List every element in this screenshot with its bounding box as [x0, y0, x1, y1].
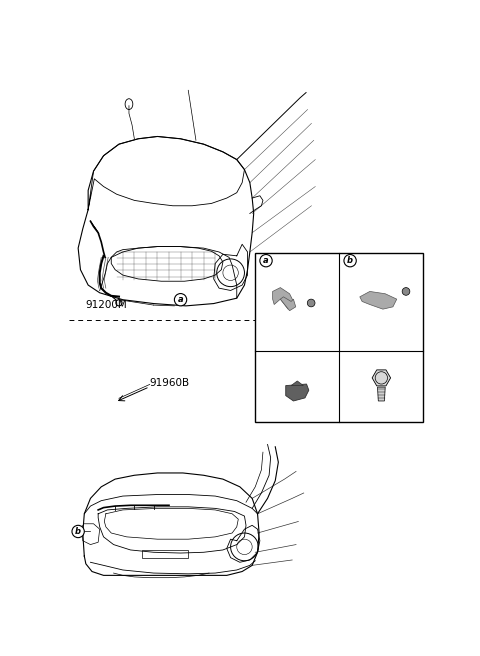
- Polygon shape: [360, 291, 397, 309]
- Circle shape: [260, 255, 272, 267]
- Text: 1141AC: 1141AC: [282, 276, 320, 287]
- Polygon shape: [286, 384, 309, 401]
- Polygon shape: [291, 381, 303, 386]
- Text: b: b: [347, 256, 353, 265]
- Text: a: a: [178, 295, 183, 304]
- Text: 91200M: 91200M: [86, 300, 128, 310]
- Circle shape: [72, 525, 84, 538]
- Text: 1140AA: 1140AA: [362, 339, 400, 349]
- Bar: [255, 253, 423, 422]
- Circle shape: [307, 299, 315, 307]
- Polygon shape: [280, 297, 296, 311]
- Circle shape: [344, 255, 356, 267]
- Polygon shape: [372, 370, 391, 386]
- Text: b: b: [75, 527, 81, 536]
- Polygon shape: [273, 287, 293, 309]
- Text: a: a: [263, 256, 269, 265]
- Text: 91973E: 91973E: [279, 339, 316, 349]
- Text: 91960B: 91960B: [150, 378, 190, 388]
- Circle shape: [402, 287, 410, 295]
- Circle shape: [174, 293, 187, 306]
- Polygon shape: [377, 387, 385, 401]
- Text: 18362: 18362: [364, 275, 395, 285]
